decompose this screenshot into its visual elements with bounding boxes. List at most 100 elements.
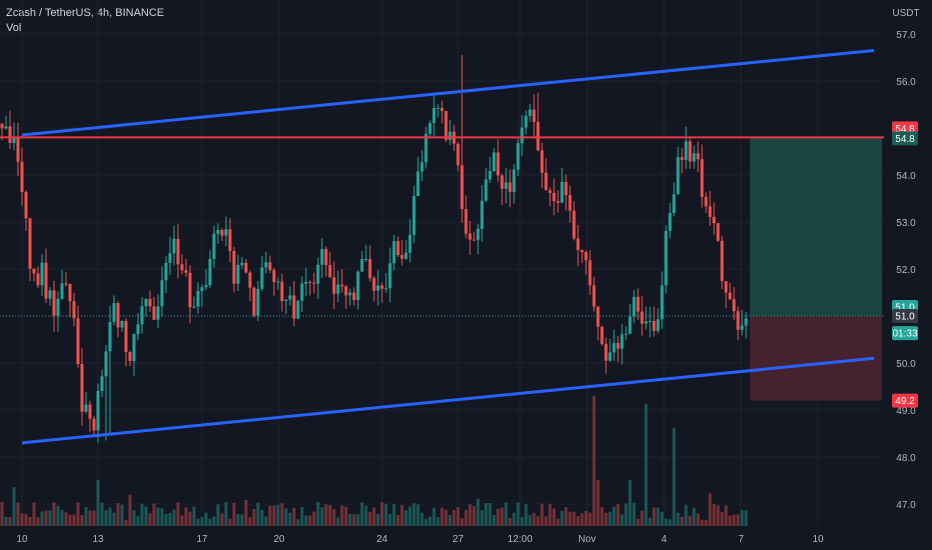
candle[interactable] (524, 110, 528, 135)
candle[interactable] (276, 277, 280, 291)
candle[interactable] (740, 309, 744, 336)
candle[interactable] (132, 333, 136, 376)
candle[interactable] (8, 110, 12, 150)
candle[interactable] (320, 237, 324, 278)
candle[interactable] (616, 336, 620, 363)
candle[interactable] (608, 338, 612, 362)
candle[interactable] (664, 225, 668, 294)
candle[interactable] (448, 119, 452, 146)
candle[interactable] (476, 223, 480, 254)
candle[interactable] (432, 94, 436, 138)
candle[interactable] (504, 167, 508, 204)
candle[interactable] (632, 290, 636, 324)
candle[interactable] (536, 92, 540, 152)
candle[interactable] (472, 232, 476, 241)
candle[interactable] (516, 136, 520, 177)
candle[interactable] (628, 304, 632, 335)
candle[interactable] (316, 257, 320, 299)
candle[interactable] (436, 104, 440, 118)
candle[interactable] (492, 148, 496, 172)
candle[interactable] (36, 266, 40, 289)
candle[interactable] (600, 325, 604, 346)
candle[interactable] (336, 270, 340, 302)
price-axis[interactable]: USDT47.048.049.050.051.052.053.054.055.0… (884, 0, 932, 550)
candle[interactable] (200, 284, 204, 307)
candle[interactable] (308, 280, 312, 296)
candle[interactable] (260, 255, 264, 292)
candle[interactable] (92, 415, 96, 437)
candle[interactable] (220, 228, 224, 242)
candle[interactable] (568, 185, 572, 223)
candle[interactable] (716, 222, 720, 242)
candle[interactable] (104, 344, 108, 441)
candle[interactable] (128, 350, 132, 367)
candle[interactable] (668, 202, 672, 238)
candle[interactable] (388, 247, 392, 303)
candle[interactable] (204, 269, 208, 291)
candle[interactable] (144, 298, 148, 317)
candle[interactable] (244, 258, 248, 274)
candle[interactable] (364, 244, 368, 263)
candle[interactable] (312, 272, 316, 294)
candle[interactable] (352, 287, 356, 306)
candle[interactable] (124, 318, 128, 367)
candle[interactable] (688, 137, 692, 169)
candle[interactable] (528, 103, 532, 123)
candle[interactable] (96, 383, 100, 443)
candle[interactable] (236, 254, 240, 291)
candle[interactable] (440, 100, 444, 124)
candle[interactable] (232, 246, 236, 293)
candle[interactable] (464, 195, 468, 239)
candle[interactable] (520, 114, 524, 157)
candle[interactable] (412, 185, 416, 244)
candle[interactable] (708, 190, 712, 227)
candle[interactable] (24, 190, 28, 231)
candle[interactable] (156, 294, 160, 329)
candle[interactable] (720, 235, 724, 290)
candle[interactable] (68, 283, 72, 317)
candle[interactable] (32, 268, 36, 282)
candle[interactable] (216, 223, 220, 244)
candle[interactable] (376, 269, 380, 306)
candle[interactable] (420, 150, 424, 182)
candle[interactable] (252, 286, 256, 318)
candle[interactable] (500, 173, 504, 206)
symbol-title[interactable]: Zcash / TetherUS, 4h, BINANCE (6, 7, 165, 19)
candle[interactable] (648, 306, 652, 338)
candle[interactable] (120, 320, 124, 332)
candle[interactable] (300, 276, 304, 312)
candle[interactable] (288, 286, 292, 306)
candle[interactable] (736, 306, 740, 341)
candle[interactable] (480, 184, 484, 242)
candle[interactable] (396, 236, 400, 258)
candle[interactable] (532, 94, 536, 139)
candle[interactable] (672, 182, 676, 217)
candle[interactable] (12, 122, 16, 151)
candle[interactable] (280, 273, 284, 312)
candle[interactable] (368, 245, 372, 282)
candle[interactable] (48, 287, 52, 306)
candle[interactable] (576, 224, 580, 267)
candle[interactable] (676, 147, 680, 195)
candle[interactable] (108, 305, 112, 434)
candle[interactable] (684, 126, 688, 170)
candle[interactable] (744, 311, 748, 339)
target-zone[interactable] (750, 137, 882, 316)
candle[interactable] (88, 400, 92, 433)
candle[interactable] (424, 127, 428, 169)
candle[interactable] (540, 142, 544, 188)
candle[interactable] (680, 147, 684, 174)
candle[interactable] (704, 192, 708, 213)
candle[interactable] (468, 220, 472, 255)
candle[interactable] (180, 254, 184, 275)
candle[interactable] (572, 201, 576, 241)
candle[interactable] (700, 144, 704, 208)
candle[interactable] (660, 271, 664, 329)
candle[interactable] (724, 281, 728, 309)
candle[interactable] (272, 267, 276, 297)
candle[interactable] (604, 337, 608, 374)
candle[interactable] (496, 139, 500, 182)
candle[interactable] (656, 308, 660, 334)
candle[interactable] (624, 326, 628, 340)
candle[interactable] (548, 187, 552, 207)
